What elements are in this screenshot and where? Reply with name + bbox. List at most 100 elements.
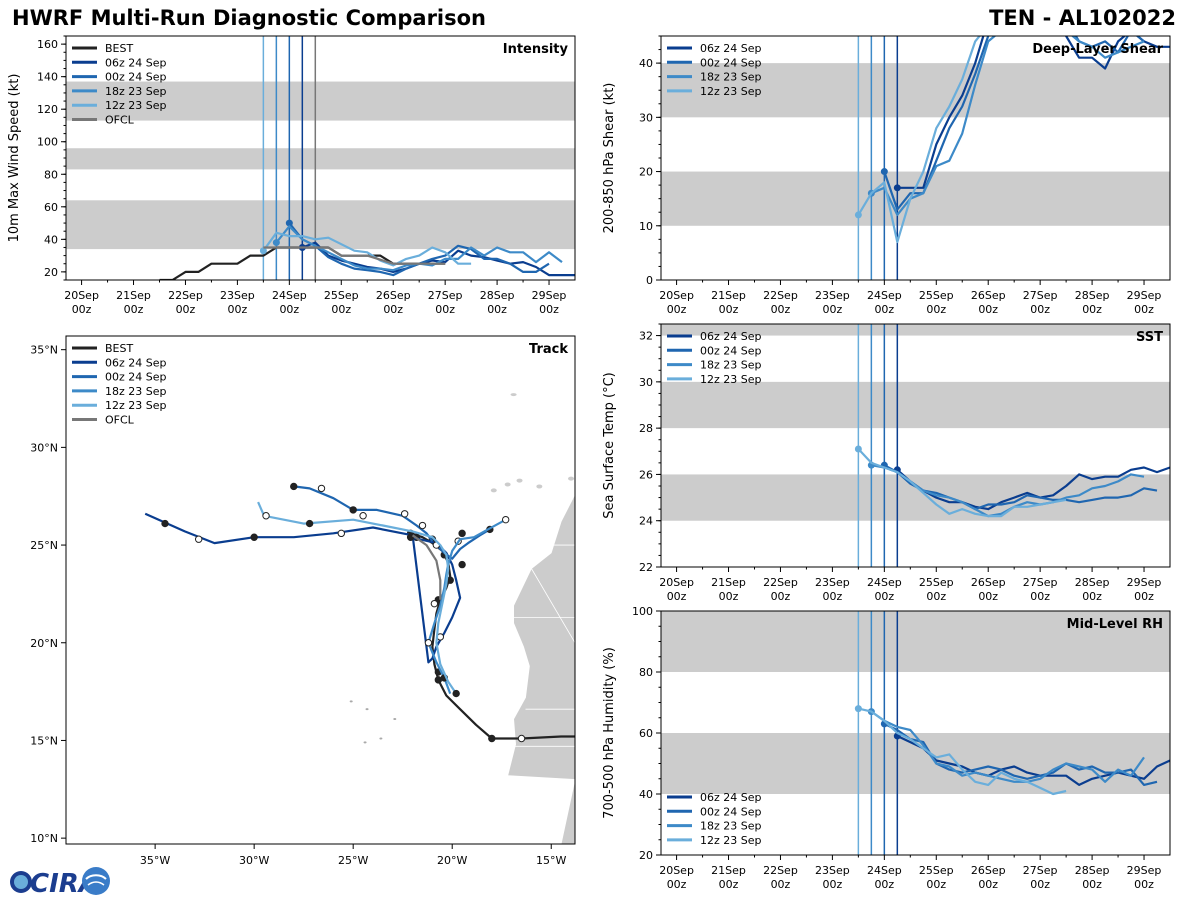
threshold-band <box>66 200 575 250</box>
x-tick-label: 21Sep 00z <box>711 864 746 891</box>
x-tick-label: 20Sep 00z <box>659 864 694 891</box>
y-tick-label: 40 <box>639 788 653 801</box>
x-tick-label: 24Sep 00z <box>867 576 902 603</box>
storm-id: TEN - AL102022 <box>989 6 1176 30</box>
threshold-band <box>661 381 1170 429</box>
island <box>536 484 543 489</box>
island <box>576 467 582 471</box>
track-point <box>458 560 466 569</box>
threshold-band <box>661 63 1170 118</box>
series-line <box>883 464 1158 511</box>
y-tick-label: 40 <box>639 57 653 70</box>
x-tick-label: 22Sep 00z <box>763 864 798 891</box>
x-tick-label: 29Sep 00z <box>1127 289 1162 316</box>
x-tick-label: 22Sep 00z <box>763 576 798 603</box>
track-point <box>337 529 345 538</box>
y-tick-label: 20 <box>44 266 58 279</box>
track-point <box>430 599 439 608</box>
track-point <box>305 519 314 528</box>
island <box>510 393 517 397</box>
series-line <box>870 36 1145 216</box>
x-tick-label: 28Sep 00z <box>1075 576 1110 603</box>
y-tick-label: 20 <box>639 166 653 179</box>
series-line <box>857 448 1067 518</box>
x-tick-label: 20Sep 00z <box>659 576 694 603</box>
intensity-panel: 20 40 60 80 100 120 140 160 20Sep 00z 21Sep 00z 22Se… <box>7 35 576 316</box>
init-point <box>272 239 280 247</box>
y-tick-label: 24 <box>639 515 653 528</box>
track-point <box>434 676 443 684</box>
track-point <box>349 506 357 514</box>
x-tick-label: 27Sep 00z <box>1023 289 1058 316</box>
legend-label: 12z 23 Sep <box>700 373 762 386</box>
shear-panel: 0 10 20 30 40 20Sep 00z 21Sep 00z 22Sep 00z 23Sep 00… <box>602 35 1171 316</box>
series-line <box>427 518 507 694</box>
legend-label: OFCL <box>105 114 135 127</box>
series-line <box>411 534 442 600</box>
legend-label: 12z 23 Sep <box>700 834 762 847</box>
x-tick-label: 25Sep 00z <box>919 289 954 316</box>
x-tick-label: 25Sep 00z <box>919 864 954 891</box>
y-axis-label: 10m Max Wind Speed (kt) <box>7 74 22 243</box>
x-tick-label: 15°W <box>536 854 566 867</box>
track-point <box>290 482 298 491</box>
legend-label: BEST <box>105 42 133 55</box>
y-tick-label: 60 <box>639 727 653 740</box>
series-line <box>870 710 1145 783</box>
init-point <box>259 247 267 255</box>
island <box>568 476 575 481</box>
island <box>349 700 353 703</box>
track-point <box>418 521 427 530</box>
panel-title: Intensity <box>503 42 569 57</box>
panel-title: Mid-Level RH <box>1067 617 1163 632</box>
island <box>363 741 367 744</box>
legend-label: 18z 23 Sep <box>700 359 762 372</box>
threshold-band <box>661 171 1170 226</box>
x-tick-label: 23Sep 00z <box>815 864 850 891</box>
series-line <box>896 735 1170 787</box>
x-tick-label: 29Sep 00z <box>1127 864 1162 891</box>
x-tick-label: 28Sep 00z <box>1075 864 1110 891</box>
island <box>490 488 497 493</box>
plot-frame <box>660 323 1171 568</box>
legend-label: OFCL <box>105 414 135 427</box>
x-tick-label: 27Sep 00z <box>1023 864 1058 891</box>
y-tick-label: 15°N <box>30 734 58 747</box>
x-tick-label: 24Sep 00z <box>867 289 902 316</box>
y-tick-label: 35°N <box>30 344 58 357</box>
threshold-band <box>661 474 1170 521</box>
y-tick-label: 160 <box>37 38 58 51</box>
x-tick-label: 28Sep 00z <box>1075 289 1110 316</box>
y-tick-label: 60 <box>44 201 58 214</box>
init-point <box>880 168 888 176</box>
x-tick-label: 25Sep 00z <box>919 576 954 603</box>
y-axis-label: Sea Surface Temp (°C) <box>602 372 617 519</box>
legend-label: 00z 24 Sep <box>105 371 167 384</box>
page-title: HWRF Multi-Run Diagnostic Comparison <box>12 6 487 30</box>
legend-label: BEST <box>105 342 133 355</box>
series-line <box>293 485 434 542</box>
legend-label: 00z 24 Sep <box>105 71 167 84</box>
y-tick-label: 30°N <box>30 441 58 454</box>
y-tick-label: 32 <box>639 330 653 343</box>
y-tick-label: 30 <box>639 111 653 124</box>
legend-label: 12z 23 Sep <box>105 99 167 112</box>
x-tick-label: 23Sep 00z <box>220 289 255 316</box>
country-border <box>531 568 575 643</box>
track-point <box>488 734 496 743</box>
y-tick-label: 100 <box>37 136 58 149</box>
island <box>393 717 397 720</box>
x-tick-label: 27Sep 00z <box>428 289 463 316</box>
y-tick-label: 140 <box>37 71 58 84</box>
y-tick-label: 26 <box>639 468 653 481</box>
x-tick-label: 25Sep 00z <box>324 289 359 316</box>
legend-label: 00z 24 Sep <box>700 56 762 69</box>
threshold-band <box>66 81 575 121</box>
series-line <box>858 707 1067 796</box>
x-tick-label: 22Sep 00z <box>168 289 203 316</box>
island <box>365 708 369 711</box>
track-point <box>452 689 460 698</box>
track-point <box>584 733 590 739</box>
track-point <box>359 512 367 520</box>
